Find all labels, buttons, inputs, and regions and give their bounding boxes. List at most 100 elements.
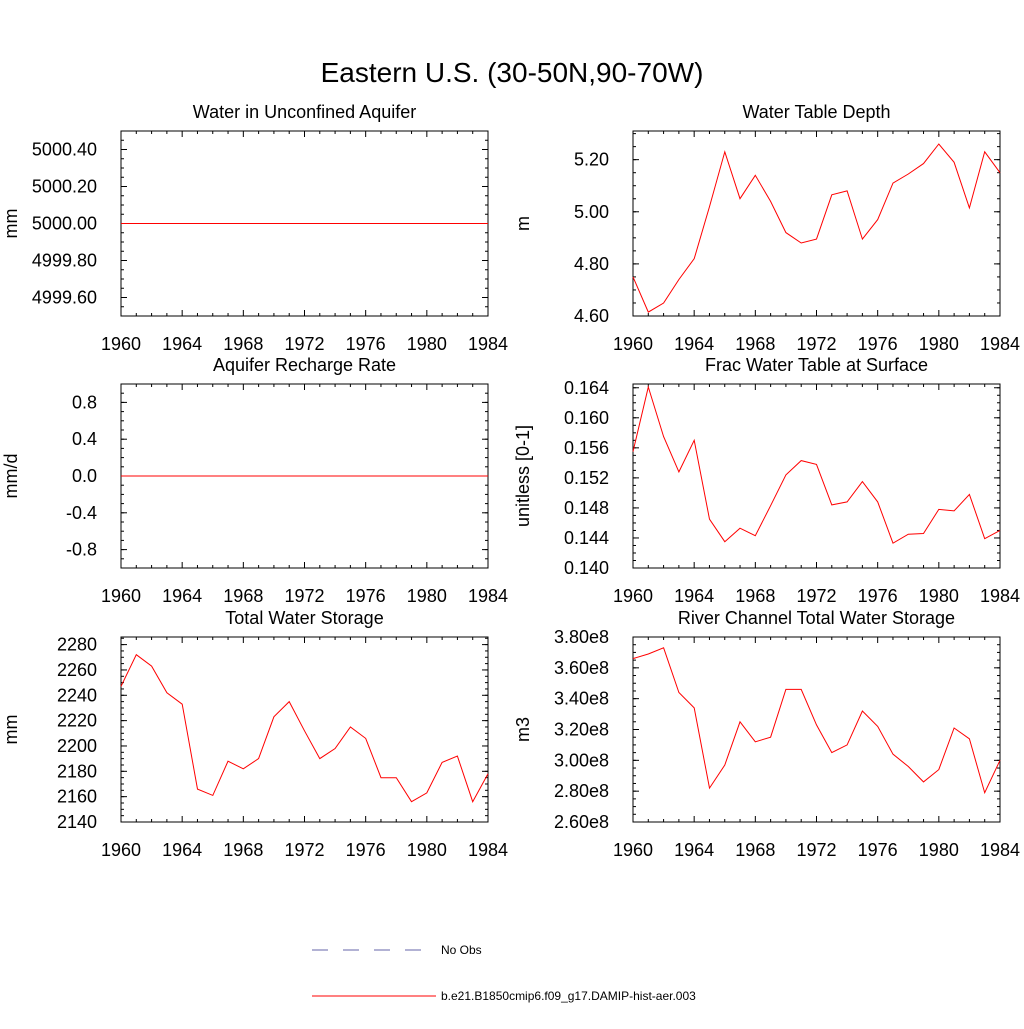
- x-tick-label: 1980: [919, 334, 959, 354]
- x-tick-label: 1980: [919, 840, 959, 860]
- x-tick-label: 1980: [407, 840, 447, 860]
- x-tick-label: 1984: [468, 334, 508, 354]
- x-tick-label: 1972: [284, 840, 324, 860]
- plot-frame: [632, 130, 1001, 317]
- x-tick-label: 1964: [162, 334, 202, 354]
- y-tick-label: 2200: [57, 736, 97, 756]
- y-tick-label: 2.80e8: [554, 781, 609, 801]
- x-tick-label: 1984: [980, 840, 1020, 860]
- y-tick-label: 2240: [57, 685, 97, 705]
- y-tick-label: 2140: [57, 812, 97, 832]
- x-tick-label: 1960: [613, 840, 653, 860]
- y-tick-label: 4999.60: [32, 288, 97, 308]
- panel-title: Aquifer Recharge Rate: [213, 355, 396, 375]
- x-tick-label: 1976: [346, 334, 386, 354]
- x-tick-label: 1976: [858, 586, 898, 606]
- y-tick-label: 0.8: [72, 392, 97, 412]
- x-tick-label: 1968: [735, 840, 775, 860]
- chart-panel-5: Total Water Storage mm 1960 1964 1968 1972 197…: [1, 608, 508, 860]
- y-tick-label: 2260: [57, 660, 97, 680]
- chart-panel-2: Water Table Depth m 1960 1964 1968 1972 1976 19…: [513, 102, 1020, 354]
- y-tick-label: 0.164: [564, 378, 609, 398]
- y-tick-label: 2220: [57, 711, 97, 731]
- x-tick-label: 1972: [796, 840, 836, 860]
- x-tick-label: 1980: [919, 586, 959, 606]
- x-tick-label: 1972: [284, 334, 324, 354]
- series-line: [632, 647, 1001, 795]
- x-tick-label: 1972: [284, 586, 324, 606]
- y-axis-label: mm: [1, 209, 21, 239]
- y-tick-label: 4.80: [574, 254, 609, 274]
- chart-panel-1: Water in Unconfined Aquifer mm 1960 1964 196…: [1, 102, 508, 354]
- x-tick-label: 1964: [674, 334, 714, 354]
- y-axis-label: mm/d: [1, 454, 21, 499]
- y-tick-label: 0.4: [72, 429, 97, 449]
- y-tick-label: 2180: [57, 761, 97, 781]
- legend-label: No Obs: [441, 943, 482, 957]
- panel-title: Water in Unconfined Aquifer: [193, 102, 416, 122]
- x-tick-label: 1976: [346, 840, 386, 860]
- y-axis-label: mm: [1, 715, 21, 745]
- x-tick-label: 1960: [613, 334, 653, 354]
- x-tick-label: 1972: [796, 334, 836, 354]
- y-tick-label: 5000.20: [32, 177, 97, 197]
- y-tick-label: 0.148: [564, 498, 609, 518]
- x-tick-label: 1964: [162, 586, 202, 606]
- panel-title: River Channel Total Water Storage: [678, 608, 955, 628]
- panel-title: Water Table Depth: [742, 102, 890, 122]
- y-tick-label: -0.8: [66, 540, 97, 560]
- y-tick-label: 0.160: [564, 408, 609, 428]
- y-tick-label: 5000.00: [32, 214, 97, 234]
- page-title: Eastern U.S. (30-50N,90-70W): [321, 57, 704, 88]
- chart-panel-3: Aquifer Recharge Rate mm/d 1960 1964 1968 197…: [1, 355, 508, 606]
- plot-frame: [632, 636, 1001, 823]
- x-tick-label: 1960: [101, 586, 141, 606]
- x-tick-label: 1964: [674, 586, 714, 606]
- x-tick-label: 1984: [980, 586, 1020, 606]
- y-tick-label: 5.00: [574, 202, 609, 222]
- legend: No Obs b.e21.B1850cmip6.f09_g17.DAMIP-his…: [312, 943, 696, 1003]
- x-tick-label: 1960: [613, 586, 653, 606]
- legend-item: No Obs: [312, 943, 482, 957]
- x-tick-label: 1968: [735, 334, 775, 354]
- x-tick-label: 1980: [407, 334, 447, 354]
- y-tick-label: 0.140: [564, 558, 609, 578]
- x-tick-label: 1964: [674, 840, 714, 860]
- y-tick-label: 2.60e8: [554, 812, 609, 832]
- x-tick-label: 1980: [407, 586, 447, 606]
- panel-title: Frac Water Table at Surface: [705, 355, 928, 375]
- x-tick-label: 1968: [223, 586, 263, 606]
- y-tick-label: 2160: [57, 787, 97, 807]
- legend-label: b.e21.B1850cmip6.f09_g17.DAMIP-hist-aer.…: [441, 989, 696, 1003]
- y-tick-label: 4999.80: [32, 251, 97, 271]
- x-tick-label: 1984: [980, 334, 1020, 354]
- y-tick-label: 0.152: [564, 468, 609, 488]
- y-axis-label: unitless [0-1]: [513, 425, 533, 527]
- x-tick-label: 1968: [223, 840, 263, 860]
- chart-panel-4: Frac Water Table at Surface unitless [0-1…: [513, 355, 1020, 606]
- legend-item: b.e21.B1850cmip6.f09_g17.DAMIP-hist-aer.…: [312, 989, 696, 1003]
- y-tick-label: 2280: [57, 635, 97, 655]
- x-tick-label: 1964: [162, 840, 202, 860]
- y-tick-label: 3.00e8: [554, 750, 609, 770]
- y-tick-label: -0.4: [66, 503, 97, 523]
- y-tick-label: 5000.40: [32, 140, 97, 160]
- x-tick-label: 1968: [735, 586, 775, 606]
- plot-frame: [632, 383, 1001, 569]
- y-tick-label: 5.20: [574, 150, 609, 170]
- panel-grid: Water in Unconfined Aquifer mm 1960 1964 196…: [1, 102, 1020, 860]
- x-tick-label: 1984: [468, 586, 508, 606]
- chart-panel-6: River Channel Total Water Storage m3 1960 1…: [513, 608, 1020, 860]
- y-tick-label: 3.20e8: [554, 720, 609, 740]
- panel-title: Total Water Storage: [225, 608, 383, 628]
- x-tick-label: 1960: [101, 840, 141, 860]
- x-tick-label: 1976: [858, 840, 898, 860]
- x-tick-label: 1976: [346, 586, 386, 606]
- x-tick-label: 1960: [101, 334, 141, 354]
- x-tick-label: 1968: [223, 334, 263, 354]
- x-tick-label: 1984: [468, 840, 508, 860]
- y-tick-label: 0.0: [72, 466, 97, 486]
- y-axis-label: m: [513, 216, 533, 231]
- y-tick-label: 3.40e8: [554, 689, 609, 709]
